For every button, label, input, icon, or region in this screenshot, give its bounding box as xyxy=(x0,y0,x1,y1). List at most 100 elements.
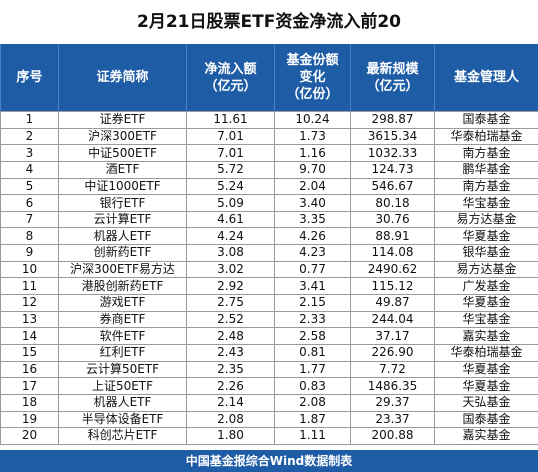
cell-index: 12 xyxy=(0,294,59,312)
cell-share-change: 0.83 xyxy=(274,377,351,395)
cell-name: 沪深300ETF xyxy=(58,127,187,146)
cell-manager: 天弘基金 xyxy=(434,393,538,412)
cell-net-inflow: 2.48 xyxy=(186,327,275,345)
header-latest-size: 最新规模 （亿元） xyxy=(350,44,435,112)
cell-name: 云计算50ETF xyxy=(58,360,187,379)
cell-net-inflow: 2.75 xyxy=(186,294,275,312)
header-index-line: 序号 xyxy=(16,70,43,85)
cell-latest-size: 546.67 xyxy=(350,177,435,196)
cell-manager: 华夏基金 xyxy=(434,227,538,246)
cell-net-inflow: 5.09 xyxy=(186,194,275,212)
cell-share-change: 10.24 xyxy=(274,111,351,129)
cell-name: 中证1000ETF xyxy=(58,177,187,196)
cell-net-inflow: 4.61 xyxy=(186,210,275,229)
cell-latest-size: 298.87 xyxy=(350,111,435,129)
cell-latest-size: 115.12 xyxy=(350,277,435,296)
table-row: 20 科创芯片ETF 1.80 1.11 200.88 嘉实基金 xyxy=(0,427,538,445)
cell-latest-size: 3615.34 xyxy=(350,127,435,146)
table-row: 15 红利ETF 2.43 0.81 226.90 华泰柏瑞基金 xyxy=(0,343,538,362)
cell-net-inflow: 2.14 xyxy=(186,393,275,412)
header-name: 证券简称 xyxy=(58,44,187,112)
cell-net-inflow: 7.01 xyxy=(186,127,275,146)
cell-index: 20 xyxy=(0,427,59,445)
cell-share-change: 0.81 xyxy=(274,343,351,362)
cell-latest-size: 226.90 xyxy=(350,343,435,362)
header-share-change-line: （亿份） xyxy=(286,87,339,102)
cell-latest-size: 200.88 xyxy=(350,427,435,445)
cell-share-change: 3.35 xyxy=(274,210,351,229)
cell-index: 16 xyxy=(0,360,59,379)
cell-name: 云计算ETF xyxy=(58,210,187,229)
cell-manager: 华泰柏瑞基金 xyxy=(434,127,538,146)
cell-manager: 广发基金 xyxy=(434,277,538,296)
cell-latest-size: 7.72 xyxy=(350,360,435,379)
header-name-line: 证券简称 xyxy=(96,70,149,85)
cell-index: 14 xyxy=(0,327,59,345)
cell-latest-size: 80.18 xyxy=(350,194,435,212)
table-row: 3 中证500ETF 7.01 1.16 1032.33 南方基金 xyxy=(0,144,538,162)
header-latest-size-line: （亿元） xyxy=(366,78,419,94)
cell-net-inflow: 2.52 xyxy=(186,310,275,329)
cell-latest-size: 244.04 xyxy=(350,310,435,329)
cell-index: 9 xyxy=(0,244,59,262)
cell-index: 10 xyxy=(0,260,59,279)
cell-net-inflow: 2.43 xyxy=(186,343,275,362)
cell-share-change: 2.15 xyxy=(274,294,351,312)
table-row: 13 券商ETF 2.52 2.33 244.04 华宝基金 xyxy=(0,310,538,329)
header-row: 序号 证券简称 净流入额 （亿元） 基金份额 变化 （亿份） 最新规模 （亿元） 基金管理人 xyxy=(0,44,538,112)
header-net-inflow-line: 净流入额 xyxy=(204,61,257,77)
cell-index: 17 xyxy=(0,377,59,395)
table-row: 8 机器人ETF 4.24 4.26 88.91 华夏基金 xyxy=(0,227,538,246)
cell-share-change: 1.73 xyxy=(274,127,351,146)
cell-name: 酒ETF xyxy=(58,160,187,179)
cell-index: 15 xyxy=(0,343,59,362)
cell-index: 7 xyxy=(0,210,59,229)
cell-net-inflow: 2.92 xyxy=(186,277,275,296)
table-row: 14 软件ETF 2.48 2.58 37.17 嘉实基金 xyxy=(0,327,538,345)
cell-name: 红利ETF xyxy=(58,343,187,362)
cell-manager: 华夏基金 xyxy=(434,294,538,312)
cell-share-change: 4.26 xyxy=(274,227,351,246)
page-title: 2月21日股票ETF资金净流入前20 xyxy=(137,12,401,32)
cell-manager: 南方基金 xyxy=(434,144,538,162)
header-net-inflow: 净流入额 （亿元） xyxy=(186,44,275,112)
header-manager: 基金管理人 xyxy=(434,44,538,112)
cell-index: 18 xyxy=(0,393,59,412)
cell-index: 2 xyxy=(0,127,59,146)
cell-net-inflow: 2.26 xyxy=(186,377,275,395)
cell-manager: 嘉实基金 xyxy=(434,427,538,445)
table-row: 6 银行ETF 5.09 3.40 80.18 华宝基金 xyxy=(0,194,538,212)
cell-latest-size: 1032.33 xyxy=(350,144,435,162)
header-share-change: 基金份额 变化 （亿份） xyxy=(274,44,351,112)
cell-share-change: 1.77 xyxy=(274,360,351,379)
table-row: 4 酒ETF 5.72 9.70 124.73 鹏华基金 xyxy=(0,160,538,179)
cell-name: 证券ETF xyxy=(58,111,187,129)
cell-manager: 南方基金 xyxy=(434,177,538,196)
cell-net-inflow: 7.01 xyxy=(186,144,275,162)
table-row: 12 游戏ETF 2.75 2.15 49.87 华夏基金 xyxy=(0,294,538,312)
cell-manager: 国泰基金 xyxy=(434,410,538,429)
cell-manager: 华夏基金 xyxy=(434,377,538,395)
cell-index: 8 xyxy=(0,227,59,246)
cell-share-change: 0.77 xyxy=(274,260,351,279)
cell-manager: 鹏华基金 xyxy=(434,160,538,179)
cell-share-change: 2.08 xyxy=(274,393,351,412)
cell-name: 港股创新药ETF xyxy=(58,277,187,296)
cell-index: 4 xyxy=(0,160,59,179)
header-share-change-line: 基金份额 xyxy=(286,53,339,68)
cell-share-change: 3.41 xyxy=(274,277,351,296)
cell-name: 中证500ETF xyxy=(58,144,187,162)
table-row: 19 半导体设备ETF 2.08 1.87 23.37 国泰基金 xyxy=(0,410,538,429)
cell-net-inflow: 11.61 xyxy=(186,111,275,129)
cell-latest-size: 88.91 xyxy=(350,227,435,246)
cell-index: 19 xyxy=(0,410,59,429)
cell-latest-size: 23.37 xyxy=(350,410,435,429)
header-latest-size-line: 最新规模 xyxy=(366,61,419,77)
cell-latest-size: 2490.62 xyxy=(350,260,435,279)
cell-index: 3 xyxy=(0,144,59,162)
cell-share-change: 2.33 xyxy=(274,310,351,329)
cell-latest-size: 124.73 xyxy=(350,160,435,179)
cell-latest-size: 30.76 xyxy=(350,210,435,229)
